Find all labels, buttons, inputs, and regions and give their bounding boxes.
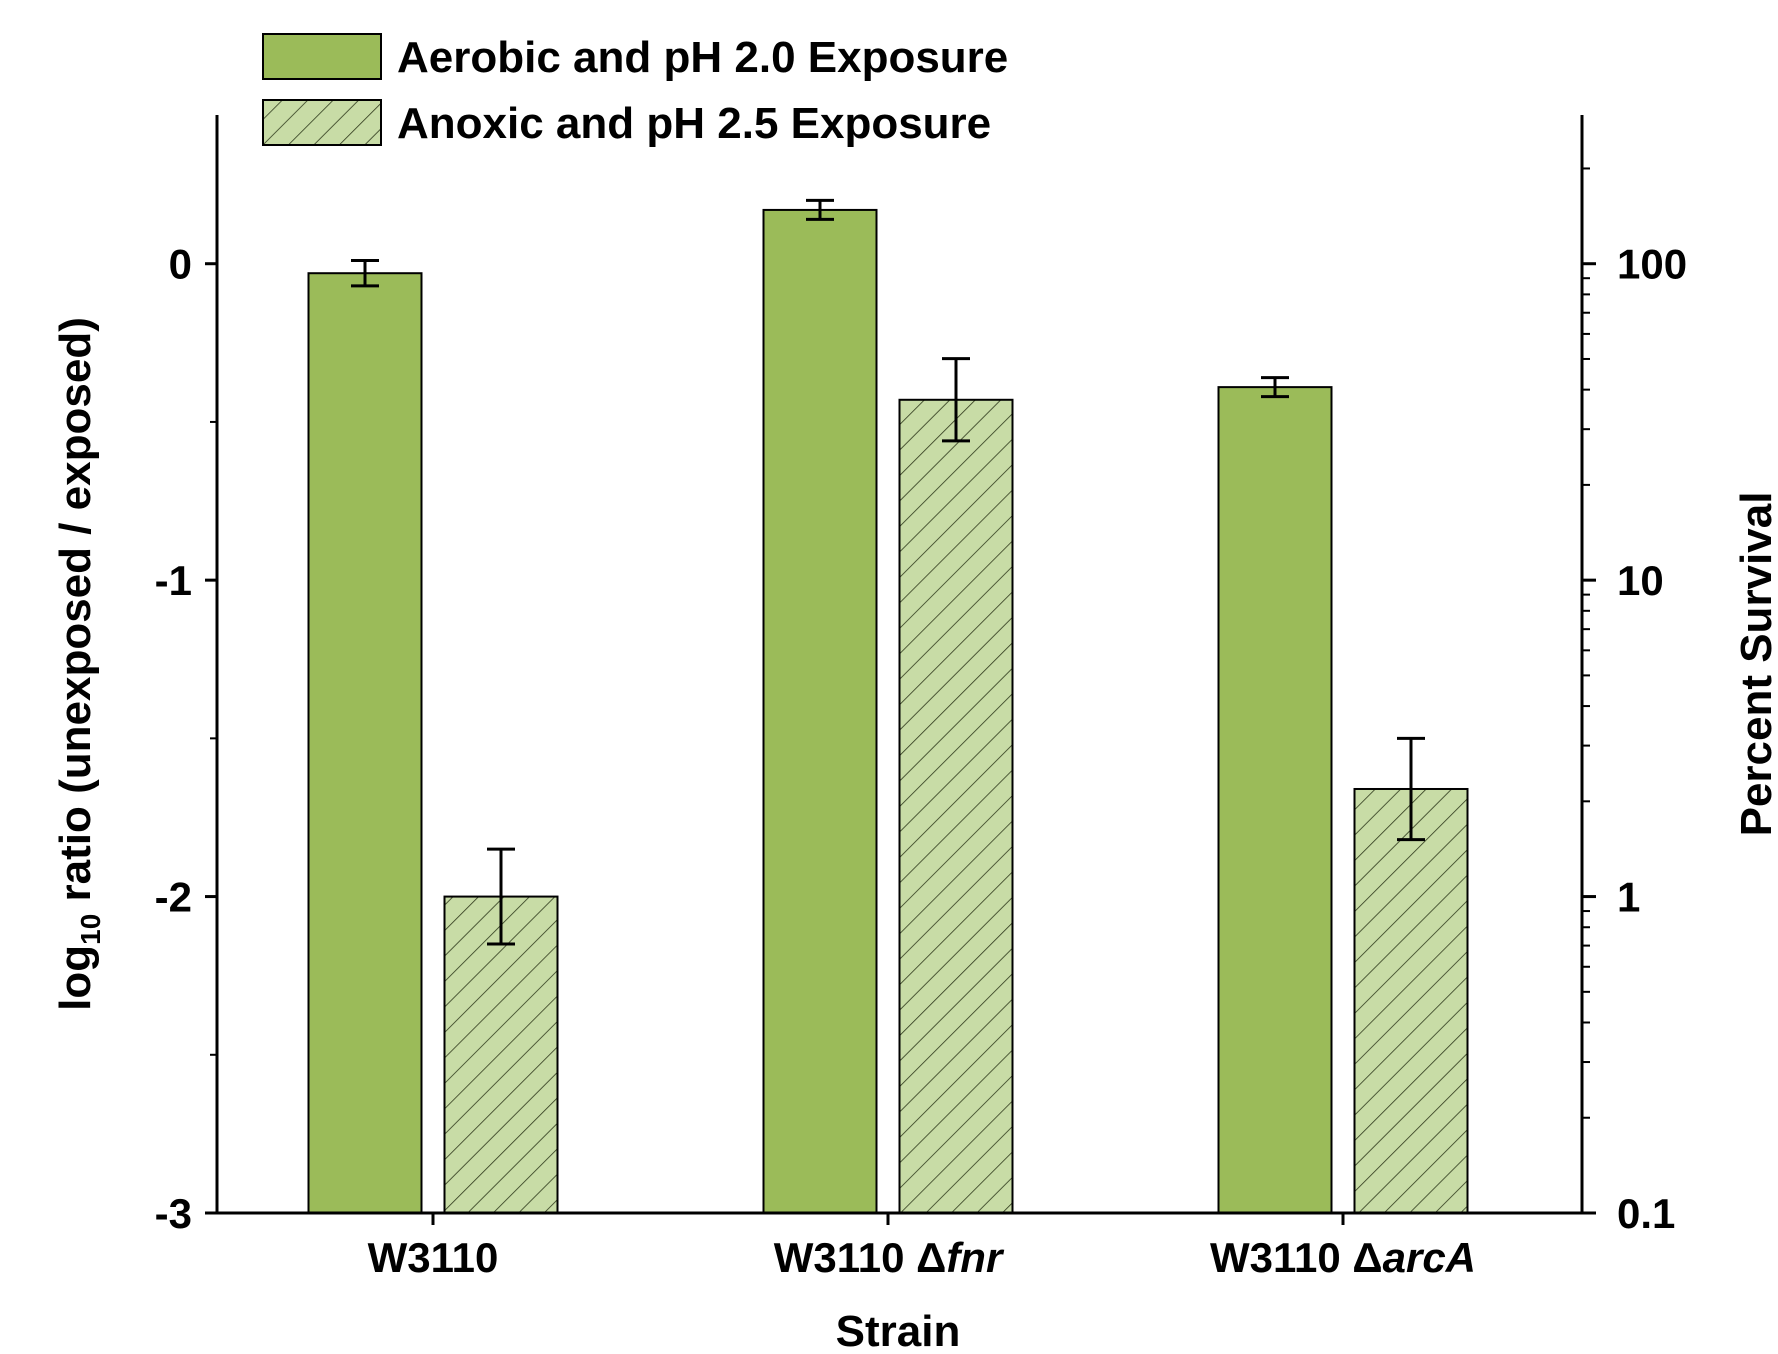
bar-aerobic-1: [762, 208, 878, 1214]
bars-group: [307, 208, 1469, 1214]
legend: Aerobic and pH 2.0 Exposure Anoxic and pH…: [262, 33, 1008, 148]
legend-label-anoxic: Anoxic and pH 2.5 Exposure: [397, 99, 991, 148]
y2-axis-label: Percent Survival: [1732, 492, 1778, 837]
bar-anoxic-1: [898, 398, 1014, 1214]
axes-group: [215, 115, 1584, 1215]
y2-tick-label: 10: [1617, 557, 1664, 604]
y2-ticks-group: 100 10 1 0.1: [1582, 167, 1687, 1237]
legend-label-aerobic: Aerobic and pH 2.0 Exposure: [397, 33, 1008, 82]
error-bars-group: [351, 198, 1425, 946]
legend-swatch-anoxic: [262, 99, 382, 146]
y-tick-label: -1: [155, 557, 192, 604]
y-tick-label: -2: [155, 874, 192, 921]
x-tick-label: W3110 Δfnr: [774, 1234, 1005, 1281]
y-ticks-group: 0 -1 -2 -3: [155, 241, 217, 1237]
bar-aerobic-0: [307, 272, 423, 1214]
x-tick-label: W3110 ΔarcA: [1210, 1234, 1476, 1281]
y-tick-label: -3: [155, 1190, 192, 1237]
y2-tick-label: 1: [1617, 874, 1640, 921]
bar-anoxic-0: [443, 895, 559, 1214]
legend-swatch-aerobic: [262, 33, 382, 80]
bar-aerobic-2: [1217, 386, 1333, 1214]
y-tick-label: 0: [169, 241, 192, 288]
y2-tick-label: 0.1: [1617, 1190, 1675, 1237]
bar-anoxic-2: [1353, 787, 1469, 1214]
y2-tick-label: 100: [1617, 241, 1687, 288]
x-tick-label: W3110: [368, 1234, 499, 1281]
y-axis-label: log10 ratio (unexposed / exposed): [51, 317, 106, 1011]
x-ticks-group: W3110 W3110 Δfnr W3110 ΔarcA: [368, 1213, 1476, 1281]
x-axis-label: Strain: [836, 1307, 961, 1354]
